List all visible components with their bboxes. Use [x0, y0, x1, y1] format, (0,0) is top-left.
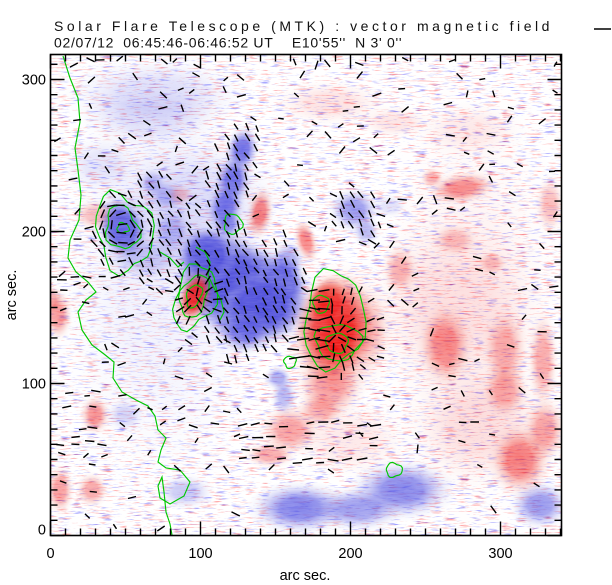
svg-text:arc sec.: arc sec.: [4, 270, 20, 321]
svg-text:02/07/12 06:45:46-06:46:52 UT: 02/07/12 06:45:46-06:46:52 UT E10'55'' N…: [54, 35, 402, 51]
svg-text:0: 0: [46, 546, 54, 562]
svg-text:300: 300: [488, 546, 512, 562]
svg-text:arc sec.: arc sec.: [280, 568, 331, 584]
svg-text:300: 300: [22, 73, 46, 89]
svg-text:100: 100: [188, 546, 212, 562]
svg-text:Solar Flare Telescope (MTK) :: Solar Flare Telescope (MTK) : vector mag…: [54, 18, 553, 34]
svg-text:0: 0: [38, 523, 46, 539]
svg-text:100: 100: [22, 377, 46, 393]
svg-text:200: 200: [338, 546, 362, 562]
svg-text:200: 200: [22, 225, 46, 241]
